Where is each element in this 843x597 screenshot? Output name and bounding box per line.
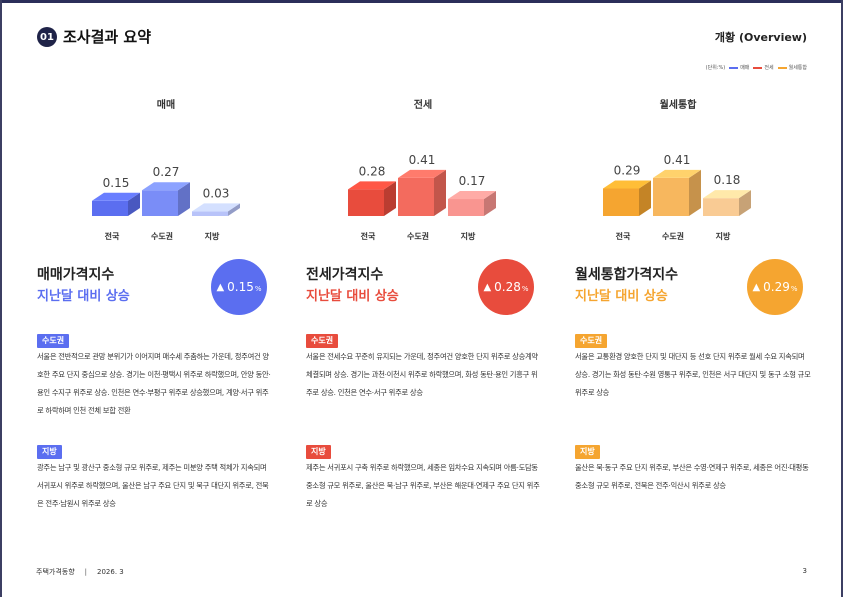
footer-separator: | (84, 568, 87, 576)
badge-value: 0.29 (763, 280, 790, 294)
overview-label: 개황 (Overview) (714, 31, 807, 44)
bar-value-label: 0.17 (459, 174, 486, 188)
bar-category-label: 전국 (616, 231, 631, 241)
bar-front (703, 198, 739, 216)
text-metro-sale: 서울은 전반적으로 관망 분위기가 이어지며 매수세 주춤하는 가운데, 정주여… (37, 352, 271, 415)
up-arrow-icon: ▲ (483, 281, 492, 293)
index-subtitle-sale: 지난달 대비 상승 (37, 289, 130, 304)
bar-top (398, 169, 446, 178)
tag-local-monthly: 지방 (575, 445, 600, 459)
top-frame-line (0, 0, 843, 3)
bar-side (639, 180, 651, 216)
bar-top (92, 192, 140, 201)
index-title-monthly: 월세통합가격지수 (575, 267, 679, 283)
bar-front (448, 199, 484, 216)
bar-front (603, 188, 639, 216)
bar-category-label: 수도권 (662, 231, 684, 241)
chart-title-sale: 매매 (156, 100, 176, 111)
bar-side (484, 191, 496, 216)
legend-swatch (777, 66, 787, 69)
legend-item-jeonse: 전세 (753, 64, 774, 71)
up-arrow-icon: ▲ (752, 281, 761, 293)
bar-category-label: 지방 (205, 231, 220, 241)
bar-side (434, 169, 446, 216)
text-metro-jeonse: 서울은 전세수요 꾸준히 유지되는 가운데, 정주여건 양호한 단지 위주로 상… (306, 352, 538, 397)
bar-value-label: 0.18 (714, 173, 741, 187)
chart-title-monthly: 월세통합 (659, 100, 697, 111)
bar-top (192, 203, 240, 212)
up-arrow-icon: ▲ (216, 281, 225, 293)
right-frame-line (841, 0, 843, 597)
footer-date: 2026. 3 (97, 568, 124, 576)
bar-value-label: 0.15 (103, 176, 130, 190)
bar-value-label: 0.28 (359, 164, 386, 178)
bar-front (348, 189, 384, 216)
legend-item-sale: 매매 (729, 64, 749, 71)
bar-top (142, 182, 190, 191)
text-metro-monthly: 서울은 교통환경 양호한 단지 및 대단지 등 선호 단지 위주로 월세 수요 … (575, 352, 811, 397)
bar-top (348, 181, 396, 190)
change-badge-monthly: ▲ 0.29 % (747, 259, 803, 315)
bar-front (142, 190, 178, 216)
change-badge-sale: ▲ 0.15 % (211, 259, 267, 315)
legend-swatch (753, 66, 763, 69)
tag-metro-sale: 수도권 (37, 334, 70, 348)
bar-category-label: 전국 (105, 231, 120, 241)
bar-category-label: 지방 (461, 231, 476, 241)
badge-value: 0.15 (227, 280, 254, 294)
badge-unit: % (254, 284, 262, 293)
bar-side (228, 203, 240, 216)
bar-top (703, 190, 751, 199)
badge-unit: % (521, 284, 529, 293)
index-title-jeonse: 전세가격지수 (306, 267, 384, 283)
section-title: 조사결과 요약 (63, 28, 152, 46)
badge-value: 0.28 (494, 280, 521, 294)
chart-legend: (단위:%) 매매 전세 월세통합 (706, 64, 807, 71)
bar-charts: 0.15 전국 0.27 수도권 0.03 지방 0.28 전국 0.41 수도권 0.17 지방 0.… (92, 153, 751, 241)
tag-local-sale: 지방 (37, 445, 62, 459)
bar-front (92, 200, 128, 216)
bar-category-label: 수도권 (407, 231, 429, 241)
tag-local-jeonse: 지방 (306, 445, 331, 459)
legend-unit: (단위:%) (705, 65, 726, 71)
legend-swatch (729, 66, 739, 69)
page-number: 3 (802, 567, 807, 575)
bar-value-label: 0.27 (153, 165, 180, 179)
bar-category-label: 수도권 (151, 231, 173, 241)
left-frame-line (0, 0, 2, 597)
footer-publication: 주택가격동향 | 2026. 3 (36, 567, 124, 577)
bar-top (448, 191, 496, 200)
section-number-badge: 01 (37, 27, 57, 47)
change-badge-jeonse: ▲ 0.28 % (478, 259, 534, 315)
text-local-jeonse: 제주는 서귀포시 구축 위주로 하락했으며, 세종은 임차수요 지속되며 아름·… (306, 463, 540, 508)
index-title-sale: 매매가격지수 (37, 267, 115, 283)
bar-side (128, 192, 140, 216)
bar-top (603, 180, 651, 189)
bar-category-label: 전국 (361, 231, 376, 241)
bar-side (384, 181, 396, 216)
chart-title-jeonse: 전세 (413, 100, 433, 111)
index-subtitle-monthly: 지난달 대비 상승 (575, 289, 668, 304)
bar-front (653, 177, 689, 216)
footer-title: 주택가격동향 (36, 568, 75, 576)
bar-value-label: 0.41 (664, 153, 691, 167)
bar-side (178, 182, 190, 216)
bar-side (689, 169, 701, 216)
tag-metro-jeonse: 수도권 (306, 334, 339, 348)
bar-value-label: 0.41 (409, 153, 436, 167)
bar-category-label: 지방 (716, 231, 731, 241)
bar-value-label: 0.03 (203, 186, 230, 200)
tag-metro-monthly: 수도권 (575, 334, 608, 348)
bar-front (398, 177, 434, 216)
badge-unit: % (790, 284, 798, 293)
bar-value-label: 0.29 (614, 163, 641, 177)
text-local-monthly: 울산은 북·동구 주요 단지 위주로, 부산은 수영·연제구 위주로, 세종은 … (575, 463, 809, 490)
text-local-sale: 광주는 남구 및 광산구 중소형 규모 위주로, 제주는 미분양 주택 적체가 … (37, 463, 269, 508)
legend-item-monthly: 월세통합 (777, 64, 807, 71)
bar-side (739, 190, 751, 216)
index-subtitle-jeonse: 지난달 대비 상승 (306, 289, 399, 304)
bar-front (192, 211, 228, 216)
bar-top (653, 169, 701, 178)
